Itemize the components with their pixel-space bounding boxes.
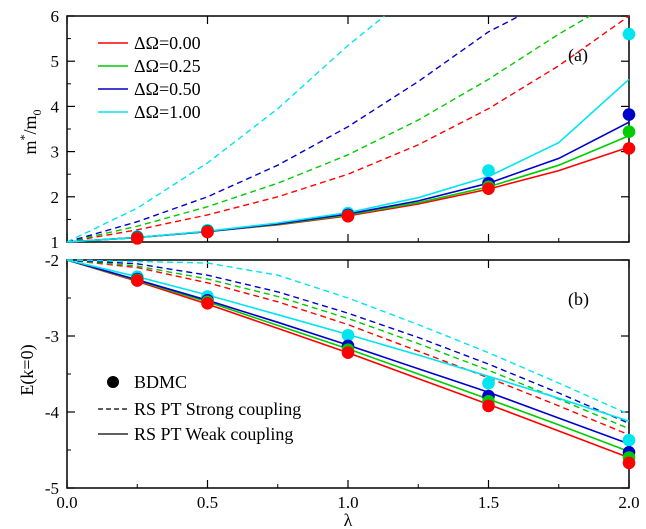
x-tick-label: 1.0 bbox=[337, 493, 358, 512]
legend-label-dOmega-0.00: ΔΩ=0.00 bbox=[134, 33, 201, 53]
y-tick-label: -2 bbox=[45, 251, 59, 270]
bdmc-point-dOmega-1.00 bbox=[341, 328, 355, 342]
bdmc-point-dOmega-1.00 bbox=[622, 27, 636, 41]
ylabel-sup: * bbox=[17, 135, 31, 141]
panel-a-legend: ΔΩ=0.00 ΔΩ=0.25 ΔΩ=0.50 ΔΩ=1.00 bbox=[98, 33, 201, 122]
strong-coupling-line-dOmega-1.00 bbox=[66, 259, 630, 415]
weak-coupling-line-dOmega-0.50 bbox=[66, 121, 630, 243]
bdmc-point-dOmega-0.25 bbox=[622, 125, 636, 139]
legend-label-strong: RS PT Strong coupling bbox=[134, 399, 301, 419]
bdmc-point-dOmega-1.00 bbox=[482, 164, 495, 177]
strong-coupling-line-dOmega-0.25 bbox=[66, 15, 591, 243]
y-tick-label: 5 bbox=[51, 52, 60, 71]
y-tick-label: -4 bbox=[45, 403, 60, 422]
y-tick-label: 3 bbox=[51, 143, 60, 162]
strong-coupling-line-dOmega-1.00 bbox=[66, 15, 385, 243]
legend-label-dOmega-1.00: ΔΩ=1.00 bbox=[134, 102, 201, 122]
bdmc-point-dOmega-1.00 bbox=[482, 376, 495, 390]
y-tick-label: 1 bbox=[51, 233, 60, 252]
bdmc-point-dOmega-0.00 bbox=[622, 142, 636, 155]
panel-a-bdmc-points bbox=[130, 27, 636, 245]
y-tick-label: -5 bbox=[45, 479, 59, 498]
legend-label-bdmc: BDMC bbox=[134, 372, 187, 392]
legend-marker-bdmc bbox=[107, 376, 119, 388]
panel-b-y-axis-title: E(k=0) bbox=[17, 344, 38, 395]
panel-b-legend: BDMC RS PT Strong coupling RS PT Weak co… bbox=[98, 372, 301, 444]
bdmc-point-dOmega-0.00 bbox=[341, 346, 355, 360]
y-tick-label: 2 bbox=[51, 188, 60, 207]
strong-coupling-line-dOmega-0.00 bbox=[66, 15, 630, 243]
ylabel-sep: /m bbox=[20, 115, 40, 134]
panel-a-label: (a) bbox=[568, 45, 588, 66]
panel-a: 1 2 3 4 5 6 (a) m*/m0 ΔΩ=0.00 ΔΩ=0.25 ΔΩ=0.50… bbox=[17, 7, 636, 252]
panel-b-label: (b) bbox=[568, 289, 589, 310]
x-tick-label: 0.5 bbox=[197, 493, 218, 512]
panel-b: 0.0 0.5 1.0 1.5 2.0 -5 -4 -3 -2 (b) E(k=0) λ BD… bbox=[17, 251, 640, 529]
panel-a-x-ticks bbox=[66, 16, 630, 242]
bdmc-point-dOmega-0.00 bbox=[341, 209, 355, 223]
strong-coupling-line-dOmega-0.50 bbox=[66, 259, 630, 425]
weak-coupling-line-dOmega-0.25 bbox=[66, 135, 630, 243]
weak-coupling-line-dOmega-0.00 bbox=[66, 146, 630, 243]
x-tick-label: 1.5 bbox=[478, 493, 499, 512]
bdmc-point-dOmega-0.00 bbox=[622, 456, 636, 470]
legend-label-dOmega-0.25: ΔΩ=0.25 bbox=[134, 56, 201, 76]
bdmc-point-dOmega-0.00 bbox=[130, 232, 144, 245]
bdmc-point-dOmega-0.00 bbox=[201, 225, 214, 239]
legend-label-weak: RS PT Weak coupling bbox=[134, 424, 293, 444]
y-tick-label: 6 bbox=[51, 7, 60, 26]
bdmc-point-dOmega-0.00 bbox=[482, 182, 495, 195]
strong-coupling-line-dOmega-0.00 bbox=[66, 259, 630, 436]
strong-coupling-line-dOmega-0.50 bbox=[66, 15, 520, 243]
y-tick-label: -3 bbox=[45, 327, 59, 346]
bdmc-point-dOmega-0.00 bbox=[201, 297, 214, 310]
ylabel-sub: 0 bbox=[30, 109, 44, 115]
strong-coupling-line-dOmega-0.25 bbox=[66, 259, 630, 430]
y-tick-label: 4 bbox=[51, 97, 60, 116]
panel-b-bdmc-points bbox=[130, 270, 636, 470]
panel-b-y-ticks: -5 -4 -3 -2 bbox=[45, 251, 629, 498]
bdmc-point-dOmega-0.00 bbox=[482, 399, 495, 413]
panel-b-x-ticks: 0.0 0.5 1.0 1.5 2.0 bbox=[56, 260, 640, 512]
bdmc-point-dOmega-0.50 bbox=[622, 108, 636, 121]
panel-a-y-ticks: 1 2 3 4 5 6 bbox=[51, 7, 629, 252]
legend-label-dOmega-0.50: ΔΩ=0.50 bbox=[134, 79, 201, 99]
bdmc-point-dOmega-1.00 bbox=[622, 433, 636, 447]
ylabel-main: m bbox=[20, 141, 40, 155]
panel-a-y-axis-title: m*/m0 bbox=[17, 109, 44, 154]
x-axis-title: λ bbox=[344, 510, 353, 529]
bdmc-point-dOmega-0.00 bbox=[130, 274, 144, 287]
x-tick-label: 2.0 bbox=[618, 493, 639, 512]
x-tick-label: 0.0 bbox=[56, 493, 77, 512]
